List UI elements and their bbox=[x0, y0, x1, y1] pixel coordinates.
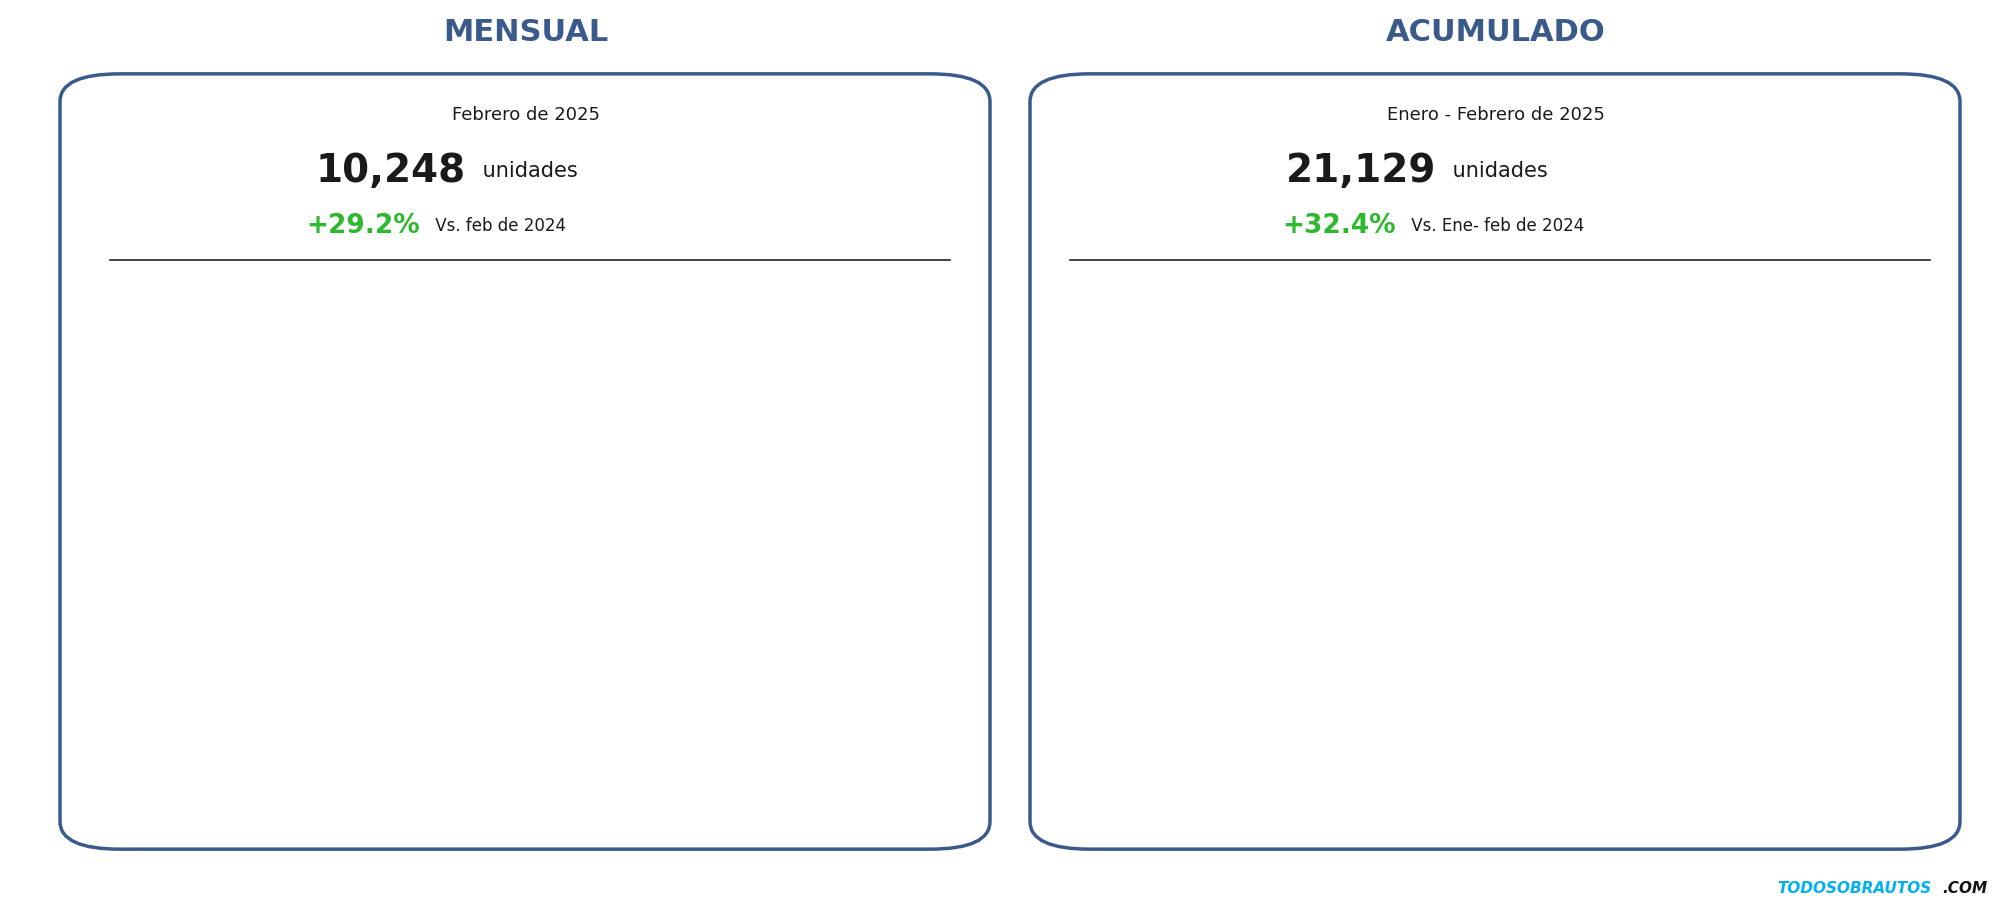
Y-axis label: Unidades: Unidades bbox=[78, 509, 92, 575]
Text: 561: 561 bbox=[1318, 694, 1340, 707]
Text: 1,689: 1,689 bbox=[1436, 453, 1470, 466]
Text: +29.2%: +29.2% bbox=[306, 213, 420, 239]
Text: Vs. feb de 2024: Vs. feb de 2024 bbox=[430, 217, 566, 235]
Text: 24.2%: 24.2% bbox=[1252, 792, 1288, 802]
Bar bbox=[1250, 687, 1310, 715]
Text: 24.8%: 24.8% bbox=[1252, 310, 1288, 320]
Bar bbox=[1250, 638, 1312, 667]
Bar bbox=[1250, 445, 1430, 474]
Bar bbox=[1250, 301, 1806, 330]
Text: 754: 754 bbox=[1338, 549, 1360, 563]
Text: 2.8%: 2.8% bbox=[1252, 648, 1282, 657]
Bar bbox=[1250, 783, 1792, 811]
Bar bbox=[1250, 494, 1358, 522]
Text: 2.8%: 2.8% bbox=[1252, 599, 1282, 609]
Text: Enero - Febrero de 2025: Enero - Febrero de 2025 bbox=[1388, 106, 1604, 125]
Text: 2025: 2025 bbox=[854, 835, 888, 850]
Text: 586: 586 bbox=[1320, 646, 1342, 659]
Text: MENSUAL: MENSUAL bbox=[444, 18, 608, 47]
Text: +32.4%: +32.4% bbox=[1282, 213, 1396, 239]
Text: Vs. Ene- feb de 2024: Vs. Ene- feb de 2024 bbox=[1406, 217, 1584, 235]
Text: 2024: 2024 bbox=[456, 835, 492, 850]
Bar bbox=[1250, 735, 1300, 763]
Text: 2.2%: 2.2% bbox=[1252, 744, 1282, 754]
Text: 9.8%: 9.8% bbox=[1252, 406, 1280, 416]
Text: 3,046: 3,046 bbox=[1582, 357, 1614, 370]
Text: Febrero de 2025: Febrero de 2025 bbox=[452, 106, 600, 125]
Text: 5,107: 5,107 bbox=[1800, 791, 1834, 804]
Text: 1,019: 1,019 bbox=[1366, 501, 1400, 514]
Text: 2.7%: 2.7% bbox=[1252, 696, 1282, 706]
Text: ACUMULADO: ACUMULADO bbox=[1386, 18, 1606, 47]
Text: 10,248: 10,248 bbox=[316, 151, 466, 190]
Text: .COM: .COM bbox=[1942, 881, 1988, 896]
X-axis label: Unidades: Unidades bbox=[1560, 252, 1620, 265]
Text: 468: 468 bbox=[1308, 742, 1330, 755]
Text: 4.8%: 4.8% bbox=[1252, 503, 1282, 513]
Text: TODOSOBRAUTOS: TODOSOBRAUTOS bbox=[1778, 881, 1932, 896]
Text: 21,129: 21,129 bbox=[1286, 151, 1436, 190]
Bar bbox=[1250, 349, 1574, 378]
Bar bbox=[1250, 542, 1330, 570]
Text: unidades: unidades bbox=[1446, 161, 1548, 181]
Text: unidades: unidades bbox=[476, 161, 578, 181]
Text: 5,232: 5,232 bbox=[1814, 308, 1846, 321]
Text: 3.6%: 3.6% bbox=[1252, 551, 1282, 561]
Bar bbox=[1250, 397, 1470, 426]
Bar bbox=[1250, 590, 1312, 618]
Text: 589: 589 bbox=[1320, 598, 1342, 611]
Text: 8.0%: 8.0% bbox=[1252, 455, 1282, 464]
Text: 14.4%: 14.4% bbox=[1252, 358, 1288, 368]
Text: 2,078: 2,078 bbox=[1478, 405, 1512, 418]
